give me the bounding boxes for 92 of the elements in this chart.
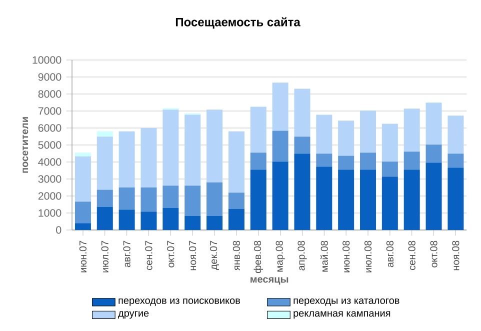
bar	[162, 186, 179, 208]
y-axis-title: посетители	[22, 117, 28, 173]
bar	[404, 152, 420, 170]
x-tick-label: мар.08	[276, 240, 285, 272]
bar	[426, 102, 442, 145]
bar	[448, 154, 464, 168]
y-tick-label: 8000	[38, 90, 62, 98]
bar	[184, 186, 201, 216]
bar	[228, 131, 244, 193]
bar	[250, 152, 266, 170]
y-tick-label: 0	[56, 226, 62, 234]
y-tick-label: 4000	[38, 158, 62, 166]
bar	[272, 162, 288, 230]
x-tick-label: ноя.07	[189, 240, 196, 270]
x-tick-label: июн.08	[342, 240, 350, 272]
x-axis-title: месяцы	[250, 277, 288, 285]
x-tick-label: май.08	[320, 240, 328, 272]
x-tick-label: окт.07	[167, 240, 174, 268]
x-tick-label: сен.08	[408, 240, 416, 270]
x-tick-label: апр.08	[298, 240, 307, 270]
x-tick-label: дек.07	[210, 240, 220, 270]
x-tick-label: авг.08	[386, 240, 394, 268]
x-tick-label: ноя.08	[452, 240, 460, 270]
bar	[404, 170, 420, 230]
x-tick-label: июл.08	[364, 240, 372, 272]
legend-label: другие	[118, 311, 149, 319]
bar	[162, 208, 179, 230]
bar	[448, 168, 464, 230]
bar	[338, 120, 354, 156]
legend-label: переходы из каталогов	[294, 298, 400, 306]
bar	[228, 208, 244, 230]
bar	[206, 182, 223, 216]
bar	[118, 210, 135, 230]
bar	[316, 154, 332, 167]
bar	[316, 166, 332, 230]
x-tick-label: янв.08	[232, 240, 240, 270]
x-tick-label: июн.07	[79, 240, 87, 272]
bar	[338, 170, 354, 230]
x-tick-label: сен.07	[145, 240, 152, 270]
bar	[250, 106, 266, 153]
bar	[96, 131, 113, 137]
bar	[74, 152, 91, 156]
bar	[294, 154, 310, 230]
bar	[74, 202, 91, 224]
bar	[426, 162, 442, 230]
bar	[382, 176, 398, 230]
x-tick-label: июл.07	[101, 240, 108, 272]
bar	[206, 110, 223, 182]
bar	[382, 124, 398, 162]
x-tick-label: авг.07	[123, 240, 130, 268]
bar	[382, 162, 398, 177]
y-tick-label: 5000	[38, 141, 62, 149]
bar	[96, 190, 113, 207]
legend-label: переходов из поисковиков	[118, 298, 240, 306]
bar	[184, 114, 201, 186]
bar	[360, 110, 376, 153]
bar	[448, 116, 464, 154]
legend-label: рекламная кампания	[294, 311, 390, 319]
bar	[74, 223, 91, 230]
y-tick-label: 9000	[38, 73, 62, 81]
bar	[140, 128, 157, 188]
bar	[294, 136, 310, 154]
bar	[96, 136, 113, 190]
y-tick-label: 1000	[38, 209, 62, 217]
y-tick-label: 6000	[38, 124, 62, 132]
bar	[118, 131, 135, 188]
x-tick-label: окт.08	[430, 240, 438, 268]
bar	[360, 170, 376, 230]
x-tick-label: фев.08	[254, 240, 264, 273]
bar	[272, 130, 288, 162]
bar	[206, 216, 223, 230]
bar	[74, 156, 91, 202]
y-tick-label: 7000	[38, 107, 62, 115]
y-tick-label: 10000	[32, 56, 62, 64]
bar	[250, 170, 266, 230]
bar	[96, 206, 113, 230]
y-tick-label: 2000	[38, 192, 62, 200]
bar	[272, 82, 288, 131]
bar	[140, 212, 157, 230]
bar	[228, 192, 244, 209]
bar	[118, 187, 135, 210]
bar	[338, 156, 354, 170]
bar	[404, 108, 420, 152]
bar	[294, 88, 310, 137]
bar	[426, 144, 442, 163]
bar	[140, 187, 157, 212]
y-tick-label: 3000	[38, 175, 62, 183]
bar	[184, 216, 201, 230]
bar	[316, 114, 332, 154]
bar	[360, 152, 376, 170]
bar	[162, 110, 179, 186]
chart-title: Посещаемость сайта	[176, 17, 300, 29]
